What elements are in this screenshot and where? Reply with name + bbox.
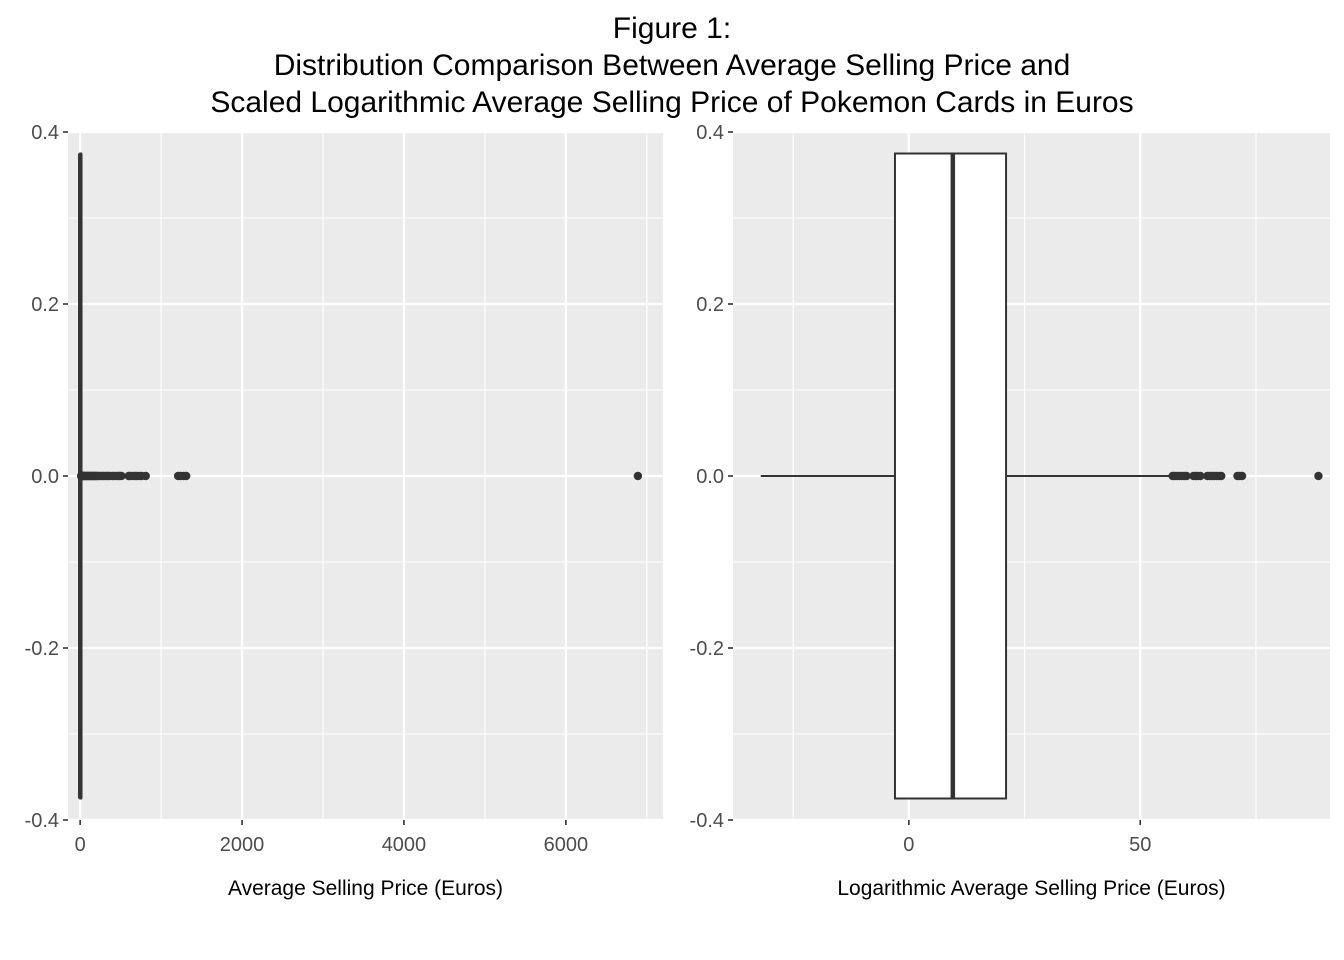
right-y-tick-label: 0.2 bbox=[696, 294, 724, 316]
right-x-tick-label: 50 bbox=[1129, 834, 1151, 856]
left-y-tick-label: -0.4 bbox=[25, 810, 59, 832]
left-y-tick-label: 0.4 bbox=[31, 122, 59, 144]
boxplot-panel-log-average-price: 0.4 0.2 0.0 -0.2 -0.4 0 50 Logarithmic Average … bbox=[690, 122, 1330, 900]
right-outlier-point bbox=[1237, 471, 1247, 481]
left-x-tick-label: 4000 bbox=[382, 834, 427, 856]
left-outlier-point bbox=[633, 471, 643, 481]
right-x-tick-label: 0 bbox=[903, 834, 914, 856]
right-outlier-point bbox=[1217, 471, 1226, 481]
left-y-tick-label: -0.2 bbox=[25, 638, 59, 660]
left-x-axis-title: Average Selling Price (Euros) bbox=[228, 877, 503, 900]
left-x-tick-label: 6000 bbox=[544, 834, 589, 856]
right-y-tick-label: -0.4 bbox=[690, 810, 724, 832]
right-outlier-point bbox=[1314, 471, 1323, 481]
left-x-tick-label: 2000 bbox=[220, 834, 265, 856]
right-outlier-point bbox=[1182, 471, 1191, 481]
right-outlier-point bbox=[1196, 471, 1205, 481]
right-y-tick-label: -0.2 bbox=[690, 638, 724, 660]
left-y-tick-label: 0.0 bbox=[31, 466, 59, 488]
right-x-axis-title: Logarithmic Average Selling Price (Euros… bbox=[837, 877, 1225, 900]
left-outlier-point bbox=[181, 471, 191, 481]
left-x-tick-label: 0 bbox=[75, 834, 86, 856]
right-y-tick-label: 0.4 bbox=[696, 122, 724, 144]
left-y-tick-label: 0.2 bbox=[31, 294, 59, 316]
right-y-tick-label: 0.0 bbox=[696, 466, 724, 488]
right-box-iqr bbox=[893, 152, 1008, 800]
figure-title-line-3: Scaled Logarithmic Average Selling Price… bbox=[210, 86, 1134, 119]
left-outlier-point bbox=[141, 471, 150, 481]
figure-title-line-2: Distribution Comparison Between Average … bbox=[273, 49, 1071, 82]
boxplot-panel-average-price: 0.4 0.2 0.0 -0.2 -0.4 0 2000 4000 6000 Average Se… bbox=[25, 122, 663, 900]
figure-title-line-1: Figure 1: bbox=[612, 12, 732, 45]
left-outlier-point bbox=[117, 471, 126, 481]
